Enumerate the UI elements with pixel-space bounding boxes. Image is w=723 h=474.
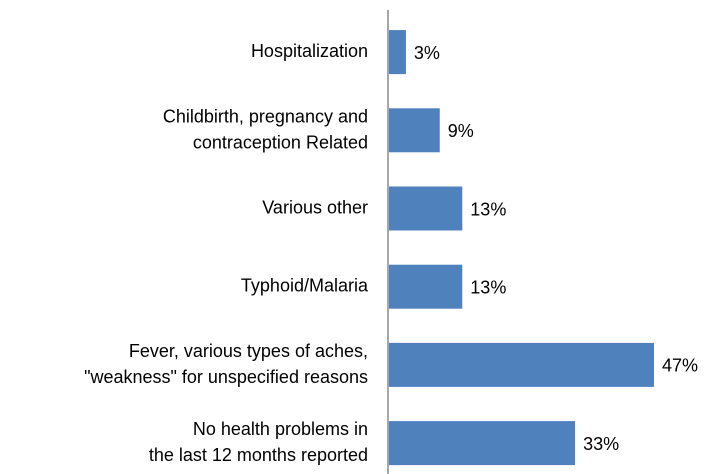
value-label: 3% [414,43,440,63]
category-label: Childbirth, pregnancy and contraception R… [163,106,368,152]
category-label: Fever, various types of aches, "weakness"… [84,341,368,387]
value-label: 33% [583,434,619,454]
category-label: Various other [262,197,368,217]
bar [389,186,463,231]
category-label: No health problems in the last 12 months … [149,419,368,465]
category-label: Typhoid/Malaria [241,275,369,295]
bar [389,108,440,153]
bar [389,30,406,75]
bar [389,342,654,387]
value-label: 13% [470,277,506,297]
category-label: Hospitalization [251,41,368,61]
bar [389,264,463,309]
value-label: 9% [448,121,474,141]
bar [389,421,576,466]
value-label: 47% [662,356,698,376]
value-label: 13% [470,199,506,219]
